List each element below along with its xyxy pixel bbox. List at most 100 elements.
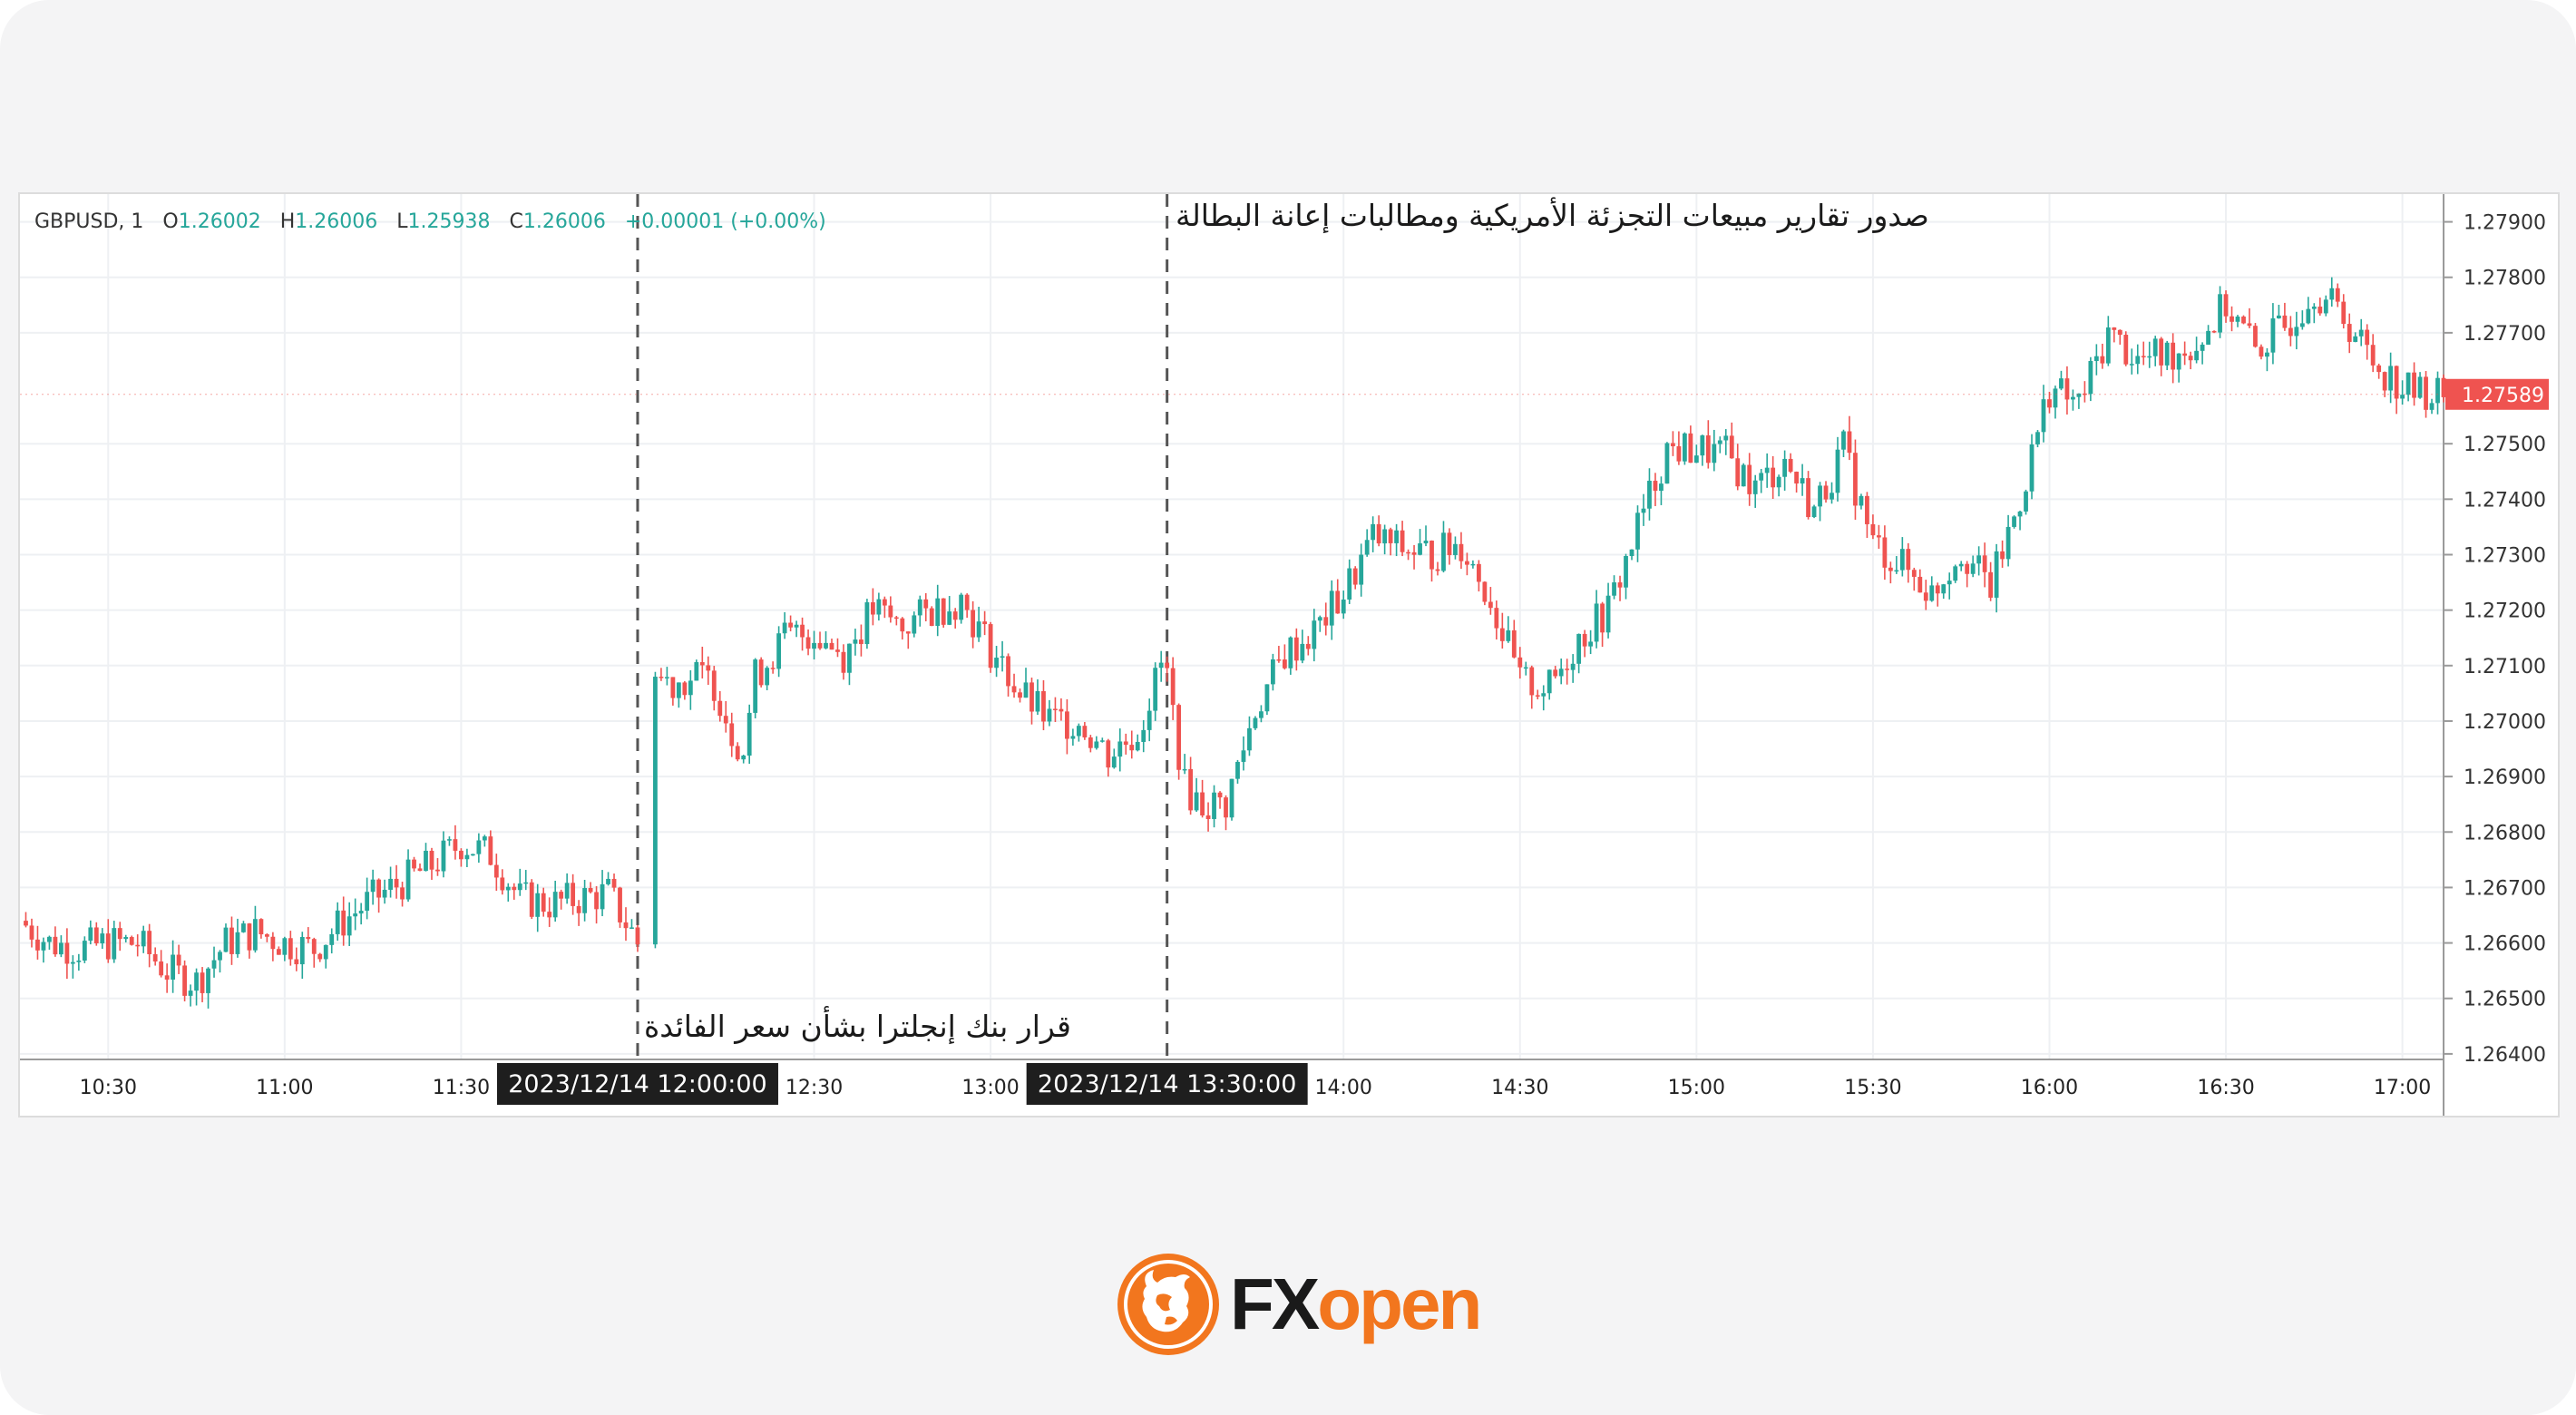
candle-body bbox=[1200, 792, 1205, 816]
event-date-badge bbox=[496, 1063, 778, 1105]
candle-body bbox=[493, 864, 499, 878]
candle-body bbox=[1270, 659, 1275, 685]
candle-body bbox=[241, 923, 246, 932]
candle-body bbox=[2047, 399, 2052, 408]
candle-body bbox=[1923, 592, 1928, 601]
symbol-label: GBPUSD, 1 bbox=[34, 210, 144, 233]
candle-body bbox=[711, 670, 717, 701]
candle-body bbox=[2388, 366, 2394, 391]
candle-body bbox=[1076, 726, 1081, 737]
candle-body bbox=[1029, 682, 1034, 712]
candle-body bbox=[2223, 294, 2229, 317]
candle-body bbox=[2311, 307, 2317, 309]
candle-body bbox=[1182, 768, 1187, 771]
candle-body bbox=[2306, 308, 2311, 324]
close-value: 1.26006 bbox=[522, 210, 606, 233]
candle-body bbox=[141, 931, 146, 947]
candle-body bbox=[1729, 435, 1734, 459]
candle-body bbox=[1253, 717, 1258, 728]
candle-body bbox=[1576, 633, 1582, 664]
candle-body bbox=[82, 941, 87, 961]
candle-body bbox=[1752, 480, 1758, 494]
candle-body bbox=[1529, 667, 1535, 696]
open-key: O bbox=[162, 210, 179, 233]
candle-body bbox=[353, 913, 358, 917]
candle-body bbox=[1335, 590, 1341, 614]
candle-body bbox=[699, 662, 705, 666]
event-date-label: 2023/12/14 12:00:00 bbox=[508, 1070, 766, 1098]
candle-body bbox=[159, 961, 164, 976]
candle-body bbox=[2123, 335, 2129, 365]
candle-body bbox=[1035, 690, 1040, 712]
candle-body bbox=[476, 840, 482, 854]
y-tick-label: 1.27800 bbox=[2464, 268, 2546, 290]
candle-body bbox=[1570, 663, 1576, 670]
candle-body bbox=[247, 923, 252, 951]
candle-body bbox=[959, 594, 964, 620]
candle-body bbox=[1811, 506, 1817, 518]
candle-body bbox=[529, 882, 534, 917]
candle-body bbox=[1212, 792, 1216, 819]
candle-body bbox=[105, 933, 111, 960]
x-tick-label: 11:30 bbox=[433, 1077, 490, 1099]
candle-body bbox=[2100, 356, 2105, 364]
event-date-label: 2023/12/14 13:30:00 bbox=[1038, 1070, 1296, 1098]
candle-body bbox=[1929, 585, 1935, 601]
candle-body bbox=[152, 953, 158, 962]
candle-body bbox=[917, 599, 922, 616]
y-tick-label: 1.27100 bbox=[2464, 656, 2546, 678]
candle-body bbox=[2164, 342, 2170, 366]
candle-body bbox=[229, 927, 234, 954]
candle-body bbox=[1147, 710, 1152, 730]
candle-body bbox=[535, 893, 541, 917]
candle-body bbox=[206, 968, 210, 993]
candle-body bbox=[1876, 535, 1881, 538]
candle-body bbox=[41, 942, 46, 951]
candle-body bbox=[2329, 288, 2335, 300]
candle-body bbox=[1688, 433, 1693, 464]
candle-body bbox=[1882, 537, 1888, 568]
candle-body bbox=[1635, 512, 1640, 550]
candle-body bbox=[1018, 692, 1022, 698]
y-tick-label: 1.27400 bbox=[2464, 489, 2546, 512]
candle-body bbox=[323, 944, 328, 960]
candle-body bbox=[676, 682, 681, 698]
candle-body bbox=[2211, 330, 2217, 333]
candle-body bbox=[723, 716, 728, 724]
candle-body bbox=[1129, 745, 1135, 751]
candle-body bbox=[218, 951, 222, 961]
candle-body bbox=[100, 933, 105, 944]
axis-labels: 1.27900 1.27800 1.27700 1.27500 1.27400 1.273… bbox=[80, 212, 2549, 1099]
y-tick-label: 1.26500 bbox=[2464, 989, 2546, 1011]
candle-body bbox=[1794, 472, 1800, 484]
candle-body bbox=[2152, 338, 2158, 356]
candle-body bbox=[1317, 617, 1322, 621]
candle-body bbox=[2088, 360, 2093, 395]
candle-body bbox=[1023, 682, 1029, 698]
candle-body bbox=[1323, 617, 1329, 626]
candle-body bbox=[794, 624, 799, 628]
candle-body bbox=[2241, 317, 2246, 324]
candle-body bbox=[882, 599, 887, 606]
candle-body bbox=[1641, 508, 1646, 513]
candle-body bbox=[994, 658, 999, 668]
candle-body bbox=[788, 622, 793, 628]
candle-body bbox=[306, 937, 311, 940]
candle-body bbox=[576, 905, 581, 913]
candle-body bbox=[64, 942, 70, 964]
candle-body bbox=[488, 836, 493, 865]
candle-body bbox=[2323, 299, 2328, 314]
annotation-boe-rate-decision: قرار بنك إنجلترا بشأن سعر الفائدة bbox=[644, 1009, 1071, 1044]
candle-body bbox=[1476, 563, 1481, 582]
candle-body bbox=[2071, 396, 2075, 400]
candle-body bbox=[335, 910, 340, 934]
candle-body bbox=[1205, 815, 1211, 819]
candle-body bbox=[370, 879, 376, 893]
axes bbox=[20, 194, 2453, 1116]
candle-body bbox=[864, 602, 870, 645]
candle-body bbox=[635, 927, 640, 945]
candle-body bbox=[929, 608, 934, 627]
candle-body bbox=[1088, 737, 1093, 748]
candle-body bbox=[941, 598, 946, 625]
